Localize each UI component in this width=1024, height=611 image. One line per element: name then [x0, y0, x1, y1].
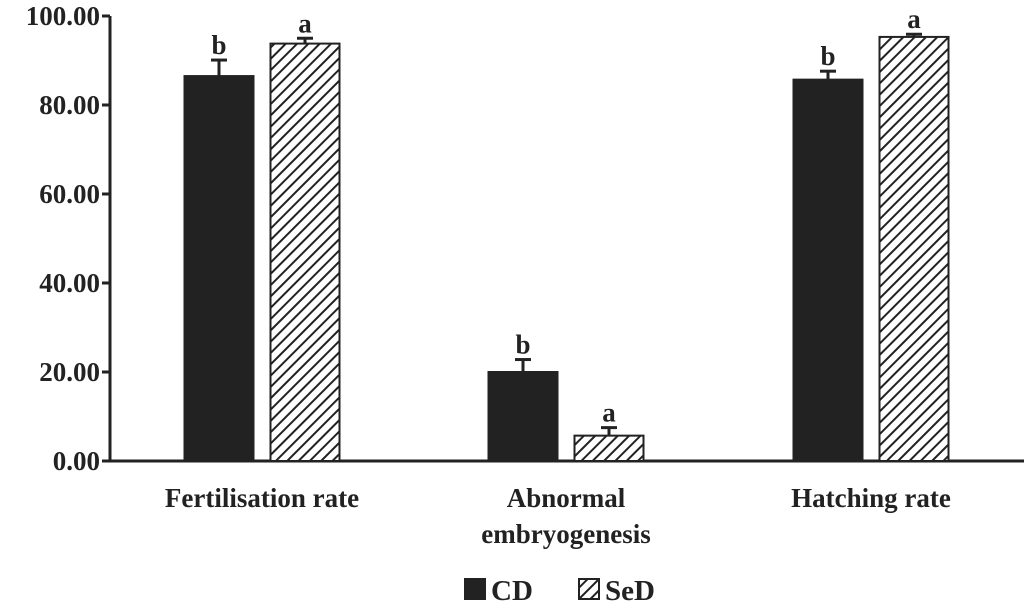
bar [269, 42, 341, 463]
significance-label: b [211, 30, 226, 60]
legend-swatch [578, 578, 600, 600]
y-tick-label: 40.00 [39, 268, 100, 298]
bar [573, 434, 645, 463]
y-tick-label: 0.00 [53, 446, 100, 476]
significance-label: a [298, 8, 312, 38]
bar [487, 371, 559, 462]
significance-label: a [907, 4, 921, 34]
y-tick-label: 60.00 [39, 179, 100, 209]
plot-area: 0.00 20.00 40.00 60.00 80.00 100.00 b b b a a a Fert… [26, 1, 1024, 607]
category-label: embryogenesis [481, 519, 650, 549]
category-label: Abnormal [507, 483, 626, 513]
legend-swatch [464, 578, 486, 600]
y-tick-label: 80.00 [39, 90, 100, 120]
category-label: Hatching rate [791, 483, 951, 513]
bar [878, 35, 950, 462]
legend-label: CD [491, 575, 533, 607]
category-label: Fertilisation rate [165, 483, 359, 513]
significance-label: a [602, 398, 616, 428]
bar [183, 75, 255, 462]
y-tick-label: 100.00 [26, 1, 100, 31]
bar [792, 78, 864, 462]
legend-label: SeD [605, 575, 655, 607]
y-tick-label: 20.00 [39, 357, 100, 387]
significance-label: b [515, 330, 530, 360]
significance-label: b [820, 41, 835, 71]
